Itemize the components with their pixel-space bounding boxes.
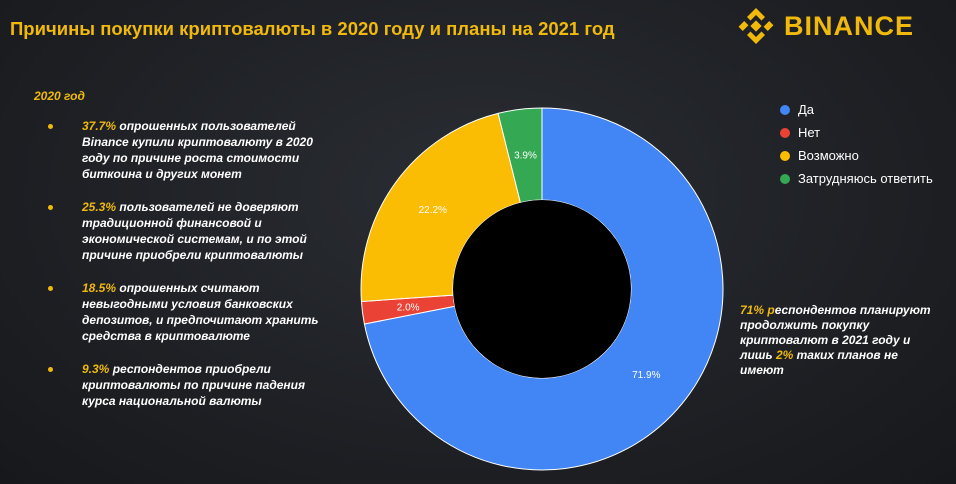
- legend-label: Затрудняюсь ответить: [798, 171, 933, 186]
- bullet-icon: [48, 205, 53, 210]
- legend-item-yes: Да: [780, 98, 933, 121]
- list-item-text: респондентов приобрели криптовалюты по п…: [82, 362, 306, 408]
- donut-hole: [453, 200, 631, 378]
- list-item: 37.7% опрошенных пользователей Binance к…: [48, 118, 338, 182]
- note-text-1: еспондентов планируют продолжить покупку…: [740, 303, 931, 362]
- slice-unsure-label: 3.9%: [514, 151, 537, 162]
- legend-label: Возможно: [798, 148, 859, 163]
- plans-note: 71% респондентов планируют продолжить по…: [740, 303, 945, 378]
- slice-yes-label: 71.9%: [632, 370, 660, 381]
- legend-item-no: Нет: [780, 121, 933, 144]
- chart-legend: Да Нет Возможно Затрудняюсь ответить: [780, 98, 933, 190]
- bullet-icon: [48, 124, 53, 129]
- binance-logo-icon: [738, 8, 774, 44]
- note-text-2: таких планов не имеют: [740, 348, 898, 377]
- legend-swatch: [780, 127, 790, 138]
- page-title: Причины покупки криптовалюты в 2020 году…: [10, 18, 615, 39]
- brand-name: BINANCE: [784, 10, 915, 41]
- year-label: 2020 год: [34, 89, 85, 103]
- list-item-value: 18.5%: [82, 281, 117, 295]
- note-value-2: 2%: [775, 348, 794, 362]
- legend-item-unsure: Затрудняюсь ответить: [780, 167, 933, 190]
- list-item: 9.3% респондентов приобрели криптовалюты…: [48, 361, 338, 409]
- legend-swatch: [780, 104, 790, 115]
- bullet-icon: [48, 286, 53, 291]
- list-item-value: 25.3%: [82, 200, 117, 214]
- list-item: 25.3% пользователей не доверяют традицио…: [48, 199, 338, 263]
- slice-maybe-label: 22.2%: [419, 205, 447, 216]
- list-item-value: 9.3%: [82, 362, 110, 376]
- list-item-text: опрошенных пользователей Binance купили …: [82, 119, 313, 181]
- legend-label: Да: [798, 102, 815, 117]
- list-item-value: 37.7%: [82, 119, 117, 133]
- legend-label: Нет: [798, 125, 821, 140]
- note-value-1: 71% р: [740, 303, 775, 317]
- list-item: 18.5% опрошенных считают невыгодными усл…: [48, 280, 338, 344]
- list-item-text: опрошенных считают невыгодными условия б…: [82, 281, 319, 343]
- list-item-text: пользователей не доверяют традиционной ф…: [82, 200, 307, 262]
- brand-logo: BINANCE: [736, 6, 914, 46]
- slice-no-label: 2.0%: [397, 302, 420, 313]
- legend-item-maybe: Возможно: [780, 144, 933, 167]
- reasons-list: 37.7% опрошенных пользователей Binance к…: [48, 118, 338, 426]
- bullet-icon: [48, 367, 53, 372]
- legend-swatch: [780, 150, 790, 161]
- legend-swatch: [780, 173, 790, 184]
